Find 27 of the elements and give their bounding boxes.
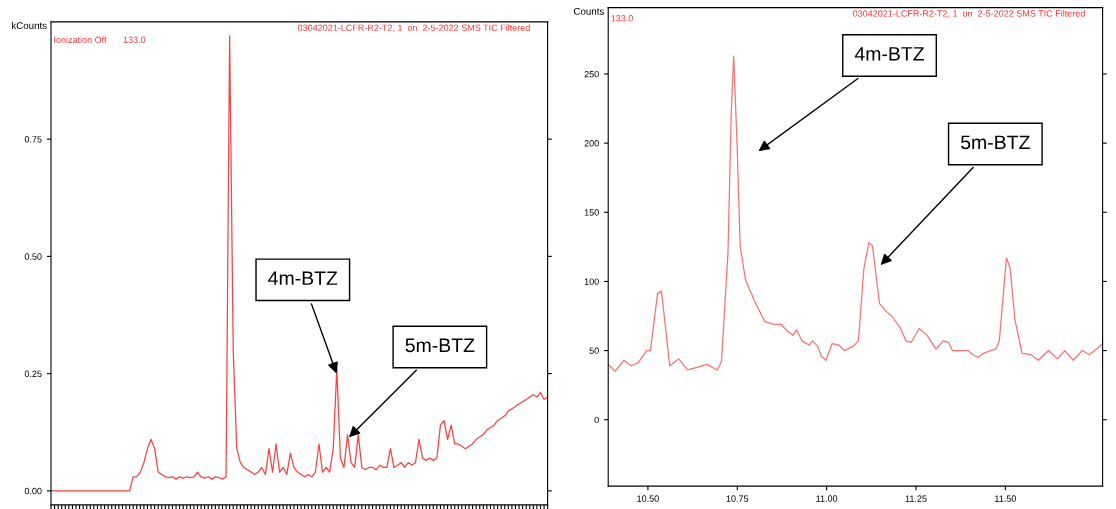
y-tick-label: 0.00 — [24, 487, 42, 495]
annotation: 133.0 — [611, 15, 633, 22]
y-axis-title: kCounts — [12, 21, 47, 30]
x-tick-label: 10.50 — [637, 495, 659, 502]
y-tick-label: 150 — [584, 209, 599, 216]
annotation: 5m-BTZ — [961, 135, 1030, 150]
y-tick-label: 0.25 — [24, 370, 42, 377]
x-tick-label: 11.50 — [995, 495, 1016, 502]
annotation: 4m-BTZ — [268, 271, 338, 285]
line-series — [51, 35, 548, 492]
annotation: 5m-BTZ — [405, 338, 475, 353]
y-tick-label: 200 — [584, 140, 599, 147]
annotation: 03042021-LCFR-R2-T2, 1 on 2-5-2022 SMS TIC Filtered — [297, 24, 530, 32]
y-tick-label: 0 — [594, 416, 599, 424]
annotation: 4m-BTZ — [854, 47, 925, 61]
annotation: 133.0 — [123, 36, 146, 44]
annotation: Ionization Off — [54, 36, 107, 44]
y-tick-label: 0.75 — [24, 136, 42, 143]
y-axis-title: Counts — [573, 7, 604, 15]
y-tick-label: 0.50 — [24, 253, 42, 260]
y-tick-label: 250 — [584, 70, 599, 78]
annotation: 03042021-LCFR-R2-T2, 1 on 2-5-2022 SMS TIC Filtered — [853, 10, 1085, 18]
y-tick-label: 100 — [584, 278, 599, 285]
x-tick-label: 11.00 — [816, 495, 838, 502]
y-tick-label: 50 — [589, 347, 599, 354]
x-tick-label: 11.25 — [905, 495, 927, 502]
x-tick-label: 10.75 — [726, 495, 749, 502]
